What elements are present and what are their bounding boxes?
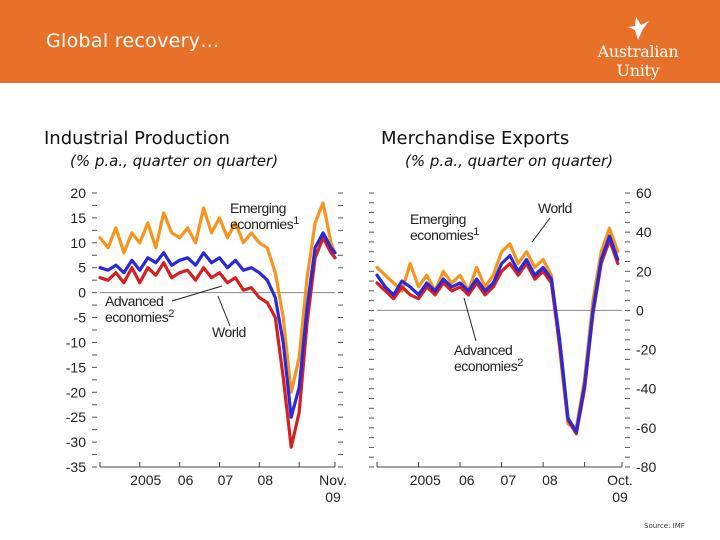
- x-tick-label: 08: [257, 472, 273, 488]
- series-annotation: economies1: [230, 215, 299, 232]
- y-tick-label: 40: [636, 224, 652, 240]
- series-annotation: economies2: [454, 357, 523, 374]
- series-annotation: Emerging: [410, 211, 466, 227]
- x-tick-label: 06: [459, 472, 475, 488]
- series-annotation: economies1: [410, 226, 479, 243]
- chart1-title: Industrial Production: [44, 128, 230, 149]
- y-tick-label: -30: [66, 434, 86, 450]
- source-note: Source: IMF: [644, 522, 685, 530]
- y-tick-label: -5: [74, 310, 87, 326]
- series-line-world: [98, 231, 337, 419]
- y-tick-label: -40: [636, 381, 656, 397]
- series-annotation: World: [538, 200, 572, 216]
- y-tick-label: -15: [66, 359, 86, 375]
- y-tick-label: -35: [66, 459, 86, 475]
- annotation-pointer: [217, 295, 231, 327]
- x-end-label: Nov.: [319, 472, 347, 488]
- annotation-pointer: [171, 285, 223, 302]
- merchandise-exports-chart: 60 40 20 0 -20 -40 -60 -80 2005 06 07 08 Oct.09 Emerg…: [369, 185, 656, 505]
- x-tick-label: 07: [218, 472, 234, 488]
- y-tick-label: -20: [66, 384, 86, 400]
- x-end-label: 09: [325, 489, 341, 505]
- chart2-subtitle: (% p.a., quarter on quarter): [405, 152, 614, 170]
- x-tick-label: 2005: [410, 472, 441, 488]
- y-tick-label: -25: [66, 409, 86, 425]
- y-tick-label: 5: [78, 260, 86, 276]
- x-tick-label: 2005: [130, 472, 161, 488]
- y-tick-label: 60: [636, 185, 652, 201]
- y-tick-label: 0: [636, 302, 644, 318]
- annotation-pointer: [463, 297, 477, 342]
- series-line-emerging: [98, 201, 337, 394]
- industrial-production-chart: 20 15 10 5 0 -5 -10 -15 -20 -25 -30 -35 2005 06 07 08 No…: [66, 185, 347, 505]
- series-annotation: Emerging: [230, 200, 286, 216]
- series-annotation: Advanced: [454, 342, 512, 358]
- series-annotation: economies2: [105, 308, 174, 325]
- dove-icon: [628, 17, 649, 40]
- chart1-subtitle: (% p.a., quarter on quarter): [70, 152, 279, 170]
- series-line-advanced: [98, 236, 337, 449]
- series-annotation: World: [212, 324, 246, 340]
- x-end-label: Oct.: [607, 472, 633, 488]
- x-tick-label: 07: [501, 472, 517, 488]
- y-tick-label: -10: [66, 334, 86, 350]
- y-tick-label: 10: [70, 235, 86, 251]
- y-tick-label: 0: [78, 285, 86, 301]
- y-tick-label: 15: [70, 210, 86, 226]
- slide-title: Global recovery…: [46, 30, 220, 52]
- y-tick-label: 20: [70, 185, 86, 201]
- australian-unity-logo: Australian Unity: [578, 14, 698, 80]
- y-tick-label: 20: [636, 263, 652, 279]
- y-tick-label: -20: [636, 342, 656, 358]
- x-tick-label: 06: [178, 472, 194, 488]
- x-tick-label: 08: [542, 472, 558, 488]
- header-bar: Global recovery… Australian Unity: [0, 0, 720, 83]
- y-tick-label: -60: [636, 420, 656, 436]
- x-end-label: 09: [612, 489, 628, 505]
- annotation-pointer: [531, 217, 551, 243]
- chart2-title: Merchandise Exports: [381, 128, 570, 149]
- series-annotation: Advanced: [105, 293, 163, 309]
- y-tick-label: -80: [636, 459, 656, 475]
- series-line-world: [375, 234, 620, 434]
- logo-text: Australian Unity: [597, 42, 679, 80]
